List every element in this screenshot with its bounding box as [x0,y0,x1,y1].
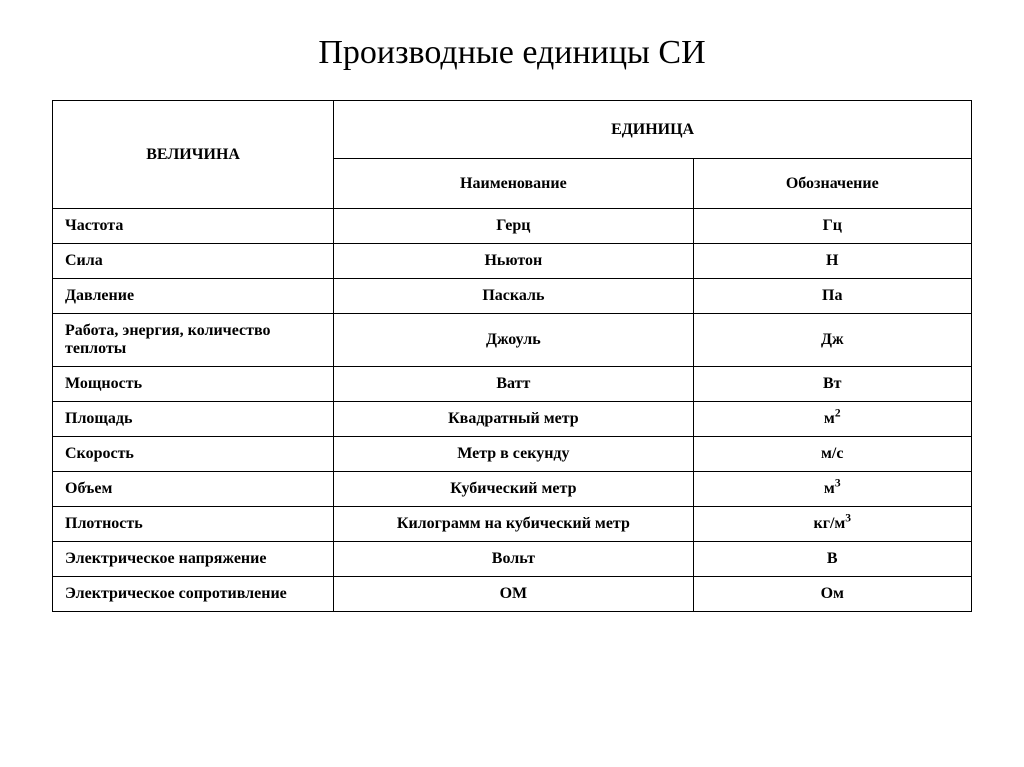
cell-unit-symbol: Гц [693,209,971,244]
cell-quantity: Объем [53,472,334,507]
table-row: Электрическое сопротивлениеОМОм [53,577,972,612]
cell-unit-name: Ньютон [334,244,693,279]
col-header-quantity: ВЕЛИЧИНА [53,101,334,209]
cell-unit-name: Кубический метр [334,472,693,507]
table-row: Работа, энергия, количество теплотыДжоул… [53,314,972,367]
page: Производные единицы СИ ВЕЛИЧИНА ЕДИНИЦА … [0,0,1024,612]
cell-quantity: Электрическое сопротивление [53,577,334,612]
cell-unit-name: Джоуль [334,314,693,367]
col-subheader-name: Наименование [334,159,693,209]
page-title: Производные единицы СИ [52,34,972,72]
cell-unit-symbol: м2 [693,402,971,437]
cell-quantity: Частота [53,209,334,244]
cell-quantity: Работа, энергия, количество теплоты [53,314,334,367]
cell-quantity: Электрическое напряжение [53,542,334,577]
table-row: МощностьВаттВт [53,367,972,402]
cell-unit-name: Килограмм на кубический метр [334,507,693,542]
cell-unit-symbol: В [693,542,971,577]
cell-unit-name: Метр в секунду [334,437,693,472]
cell-unit-symbol: кг/м3 [693,507,971,542]
cell-quantity: Плотность [53,507,334,542]
table-row: Электрическое напряжениеВольтВ [53,542,972,577]
cell-unit-symbol: Па [693,279,971,314]
cell-unit-name: Ватт [334,367,693,402]
cell-unit-name: Паскаль [334,279,693,314]
table-row: СкоростьМетр в секундум/с [53,437,972,472]
table-row: ДавлениеПаскальПа [53,279,972,314]
cell-quantity: Скорость [53,437,334,472]
cell-quantity: Площадь [53,402,334,437]
cell-unit-name: Вольт [334,542,693,577]
table-row: ЧастотаГерцГц [53,209,972,244]
cell-unit-symbol: м3 [693,472,971,507]
cell-unit-name: ОМ [334,577,693,612]
cell-unit-name: Герц [334,209,693,244]
cell-unit-symbol: Дж [693,314,971,367]
cell-quantity: Сила [53,244,334,279]
cell-unit-symbol: Ом [693,577,971,612]
cell-quantity: Мощность [53,367,334,402]
cell-quantity: Давление [53,279,334,314]
table-body: ЧастотаГерцГцСилаНьютонНДавлениеПаскальП… [53,209,972,612]
cell-unit-symbol: Н [693,244,971,279]
table-row: ПлощадьКвадратный метрм2 [53,402,972,437]
cell-unit-symbol: Вт [693,367,971,402]
col-subheader-symbol: Обозначение [693,159,971,209]
table-header-row-1: ВЕЛИЧИНА ЕДИНИЦА [53,101,972,159]
cell-unit-symbol: м/с [693,437,971,472]
si-derived-units-table: ВЕЛИЧИНА ЕДИНИЦА Наименование Обозначени… [52,100,972,612]
table-row: ОбъемКубический метрм3 [53,472,972,507]
table-row: ПлотностьКилограмм на кубический метркг/… [53,507,972,542]
col-header-unit: ЕДИНИЦА [334,101,972,159]
cell-unit-name: Квадратный метр [334,402,693,437]
table-row: СилаНьютонН [53,244,972,279]
